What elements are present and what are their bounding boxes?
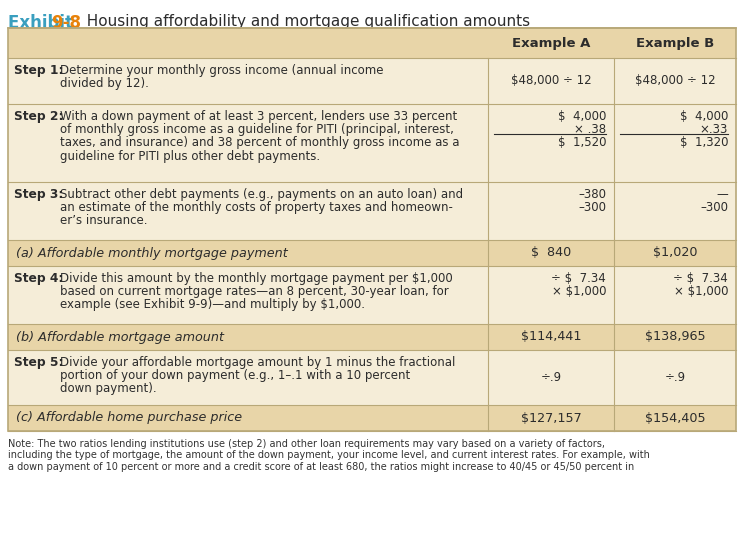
- Text: Exhibit: Exhibit: [8, 14, 79, 32]
- Text: Subtract other debt payments (e.g., payments on an auto loan) and: Subtract other debt payments (e.g., paym…: [60, 188, 463, 201]
- Text: × .38: × .38: [574, 123, 606, 136]
- Text: guideline for PITI plus other debt payments.: guideline for PITI plus other debt payme…: [60, 150, 320, 162]
- Text: taxes, and insurance) and 38 percent of monthly gross income as a: taxes, and insurance) and 38 percent of …: [60, 136, 460, 149]
- Text: 9-8: 9-8: [51, 14, 81, 32]
- Text: of monthly gross income as a guideline for PITI (principal, interest,: of monthly gross income as a guideline f…: [60, 123, 454, 136]
- Text: based on current mortgage rates—an 8 percent, 30-year loan, for: based on current mortgage rates—an 8 per…: [60, 285, 449, 298]
- Bar: [8, 324, 736, 350]
- Text: $48,000 ÷ 12: $48,000 ÷ 12: [635, 74, 715, 87]
- Text: $138,965: $138,965: [645, 331, 705, 344]
- Bar: [8, 104, 736, 182]
- Text: ÷ $  7.34: ÷ $ 7.34: [673, 272, 728, 285]
- Text: × $1,000: × $1,000: [551, 285, 606, 298]
- Text: Step 3:: Step 3:: [14, 188, 63, 201]
- Text: $  1,320: $ 1,320: [679, 136, 728, 149]
- Text: Step 5:: Step 5:: [14, 356, 63, 369]
- Text: $  4,000: $ 4,000: [557, 110, 606, 123]
- Text: ×.33: ×.33: [699, 123, 728, 136]
- Text: $1,020: $1,020: [652, 247, 697, 260]
- Text: Step 4:: Step 4:: [14, 272, 63, 285]
- Text: portion of your down payment (e.g., 1–.1 with a 10 percent: portion of your down payment (e.g., 1–.1…: [60, 369, 410, 382]
- Text: —: —: [716, 188, 728, 201]
- Text: a down payment of 10 percent or more and a credit score of at least 680, the rat: a down payment of 10 percent or more and…: [8, 462, 634, 472]
- Bar: [8, 240, 736, 266]
- Bar: [8, 266, 736, 324]
- Bar: [8, 405, 736, 431]
- Text: $154,405: $154,405: [645, 412, 705, 425]
- Text: ÷.9: ÷.9: [664, 371, 685, 384]
- Text: er’s insurance.: er’s insurance.: [60, 214, 147, 228]
- Text: Divide this amount by the monthly mortgage payment per $1,000: Divide this amount by the monthly mortga…: [60, 272, 453, 285]
- Text: Step 1:: Step 1:: [14, 64, 63, 77]
- Bar: [8, 58, 736, 104]
- Text: an estimate of the monthly costs of property taxes and homeown-: an estimate of the monthly costs of prop…: [60, 201, 453, 214]
- Text: down payment).: down payment).: [60, 382, 157, 395]
- Text: –300: –300: [578, 201, 606, 214]
- Bar: [8, 182, 736, 240]
- Text: (b) Affordable mortgage amount: (b) Affordable mortgage amount: [16, 331, 224, 344]
- Text: Note: The two ratios lending institutions use (step 2) and other loan requiremen: Note: The two ratios lending institution…: [8, 439, 605, 449]
- Text: $  1,520: $ 1,520: [557, 136, 606, 149]
- Text: Divide your affordable mortgage amount by 1 minus the fractional: Divide your affordable mortgage amount b…: [60, 356, 455, 369]
- Text: example (see Exhibit 9-9)—and multiply by $1,000.: example (see Exhibit 9-9)—and multiply b…: [60, 299, 365, 311]
- Text: Housing affordability and mortgage qualification amounts: Housing affordability and mortgage quali…: [77, 14, 530, 29]
- Text: Step 2:: Step 2:: [14, 110, 63, 123]
- Text: (c) Affordable home purchase price: (c) Affordable home purchase price: [16, 412, 242, 425]
- Text: including the type of mortgage, the amount of the down payment, your income leve: including the type of mortgage, the amou…: [8, 451, 650, 460]
- Text: × $1,000: × $1,000: [673, 285, 728, 298]
- Text: ÷ $  7.34: ÷ $ 7.34: [551, 272, 606, 285]
- Text: –300: –300: [700, 201, 728, 214]
- Text: $127,157: $127,157: [521, 412, 581, 425]
- Text: $114,441: $114,441: [521, 331, 581, 344]
- Text: –380: –380: [578, 188, 606, 201]
- Text: $  840: $ 840: [531, 247, 571, 260]
- Text: (a) Affordable monthly mortgage payment: (a) Affordable monthly mortgage payment: [16, 247, 288, 260]
- Text: Example A: Example A: [512, 36, 590, 49]
- Text: Determine your monthly gross income (annual income: Determine your monthly gross income (ann…: [60, 64, 383, 77]
- Bar: [8, 350, 736, 405]
- Text: ÷.9: ÷.9: [540, 371, 562, 384]
- Text: $  4,000: $ 4,000: [679, 110, 728, 123]
- Text: Example B: Example B: [636, 36, 714, 49]
- Bar: [8, 28, 736, 431]
- Bar: [8, 28, 736, 58]
- Text: With a down payment of at least 3 percent, lenders use 33 percent: With a down payment of at least 3 percen…: [60, 110, 458, 123]
- Text: $48,000 ÷ 12: $48,000 ÷ 12: [510, 74, 591, 87]
- Text: divided by 12).: divided by 12).: [60, 77, 149, 90]
